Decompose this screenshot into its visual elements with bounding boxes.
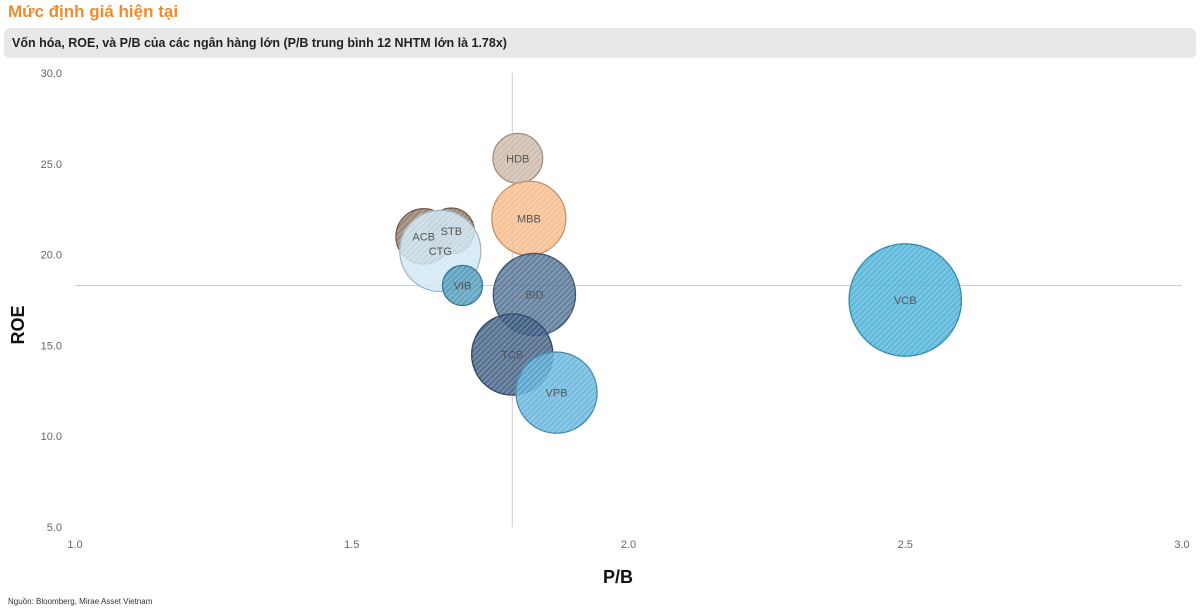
bubble-label-hdb: HDB: [506, 153, 529, 165]
bubble-hatch-vcb: [848, 243, 962, 357]
bubble-label-tcb: TCB: [501, 349, 523, 361]
x-tick-label: 3.0: [1174, 539, 1189, 551]
page-title: Mức định giá hiện tại: [8, 2, 179, 21]
x-tick-label: 2.5: [898, 539, 913, 551]
y-tick-label: 30.0: [41, 68, 62, 80]
y-tick-label: 5.0: [47, 522, 62, 534]
x-axis-ticks: 1.0 1.5 2.0 2.5 3.0: [67, 539, 1189, 551]
y-tick-label: 10.0: [41, 431, 62, 443]
bubble-label-vcb: VCB: [894, 295, 917, 307]
y-axis-ticks: 30.0 25.0 20.0 15.0 10.0 5.0: [41, 68, 62, 534]
chart-subtitle: Vốn hóa, ROE, và P/B của các ngân hàng l…: [12, 36, 507, 50]
bubble-label-stb: STB: [441, 226, 462, 238]
reference-lines: [75, 73, 1182, 527]
subtitle-bar: Vốn hóa, ROE, và P/B của các ngân hàng l…: [4, 28, 1196, 58]
bubble-label-vib: VIB: [454, 280, 472, 292]
x-tick-label: 1.5: [344, 539, 359, 551]
bubble-label-vpb: VPB: [546, 388, 568, 400]
bubbles: [395, 132, 963, 434]
source-note: Nguồn: Bloomberg, Mirae Asset Vietnam: [8, 597, 153, 606]
bubble-hatch-vpb: [515, 351, 598, 434]
bubble-label-bid: BID: [525, 290, 543, 302]
bubble-label-mbb: MBB: [517, 213, 541, 225]
x-axis-title: P/B: [603, 567, 633, 587]
x-tick-label: 1.0: [67, 539, 82, 551]
y-tick-label: 25.0: [41, 159, 62, 171]
y-axis-title: ROE: [8, 305, 28, 344]
bubble-labels: HDB MBB ACB STB CTG VIB BID TCB VPB VCB: [412, 153, 916, 399]
bubble-label-ctg: CTG: [429, 246, 452, 258]
y-tick-label: 15.0: [41, 340, 62, 352]
x-tick-label: 2.0: [621, 539, 636, 551]
y-tick-label: 20.0: [41, 250, 62, 262]
bubble-hatch-vib: [442, 265, 483, 306]
bubble-label-acb: ACB: [412, 231, 435, 243]
